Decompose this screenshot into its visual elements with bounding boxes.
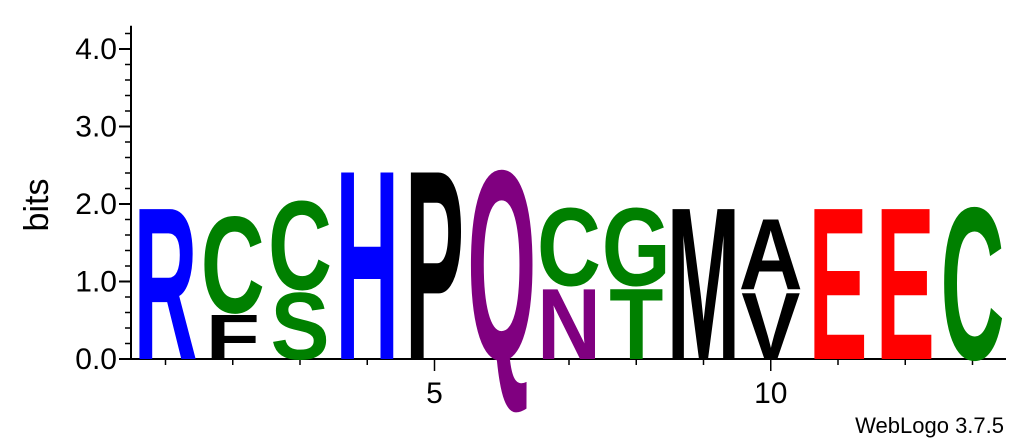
logo-column-5: P: [405, 113, 464, 417]
logo-column-3: SC: [268, 175, 332, 379]
y-tick-label: 4.0: [75, 33, 117, 66]
y-tick-label: 3.0: [75, 111, 117, 144]
logo-letter-E: E: [808, 162, 867, 406]
logo-letter-P: P: [405, 113, 464, 417]
logo-letter-C: C: [537, 186, 601, 310]
logo-letter-F: F: [206, 302, 260, 373]
x-tick-label: 10: [754, 377, 787, 410]
weblogo-credit: WebLogo 3.7.5: [855, 413, 1004, 438]
logo-column-4: H: [335, 113, 399, 417]
logo-letter-V: V: [741, 273, 800, 380]
y-tick-label: 1.0: [75, 266, 117, 299]
x-axis: 5 10: [130, 358, 1006, 410]
logo-column-9: M: [667, 162, 741, 406]
y-axis: 0.0 1.0 2.0 3.0 4.0: [75, 25, 132, 376]
logo-letter-C: C: [268, 175, 332, 317]
logo-letter-S: S: [270, 273, 329, 380]
x-tick-label: 5: [426, 377, 443, 410]
logo-letter-T: T: [609, 269, 663, 382]
logo-column-12: E: [876, 162, 935, 406]
logo-letter-C: C: [941, 162, 1005, 406]
logo-column-11: E: [808, 162, 867, 406]
y-tick-label: 0.0: [75, 343, 117, 376]
logo-letter-E: E: [876, 162, 935, 406]
logo-column-7: NC: [537, 186, 601, 382]
logo-column-8: TG: [602, 186, 671, 382]
logo-letter-N: N: [537, 269, 601, 382]
logo-column-13: C: [941, 162, 1005, 406]
logo-column-1: R: [134, 162, 198, 406]
logo-column-6: Q: [467, 113, 536, 417]
logo-letter-R: R: [134, 162, 198, 406]
logo-letter-M: M: [667, 162, 741, 406]
logo-letter-H: H: [335, 113, 399, 417]
logo-letter-A: A: [739, 199, 803, 312]
y-tick-label: 2.0: [75, 188, 117, 221]
logo-letter-G: G: [602, 186, 671, 310]
logo-letter-Q: Q: [467, 113, 536, 417]
logo-column-2: FC: [201, 187, 265, 373]
y-axis-label: bits: [18, 179, 56, 232]
logo-letter-C: C: [201, 187, 265, 342]
logo-column-10: VA: [739, 199, 803, 380]
